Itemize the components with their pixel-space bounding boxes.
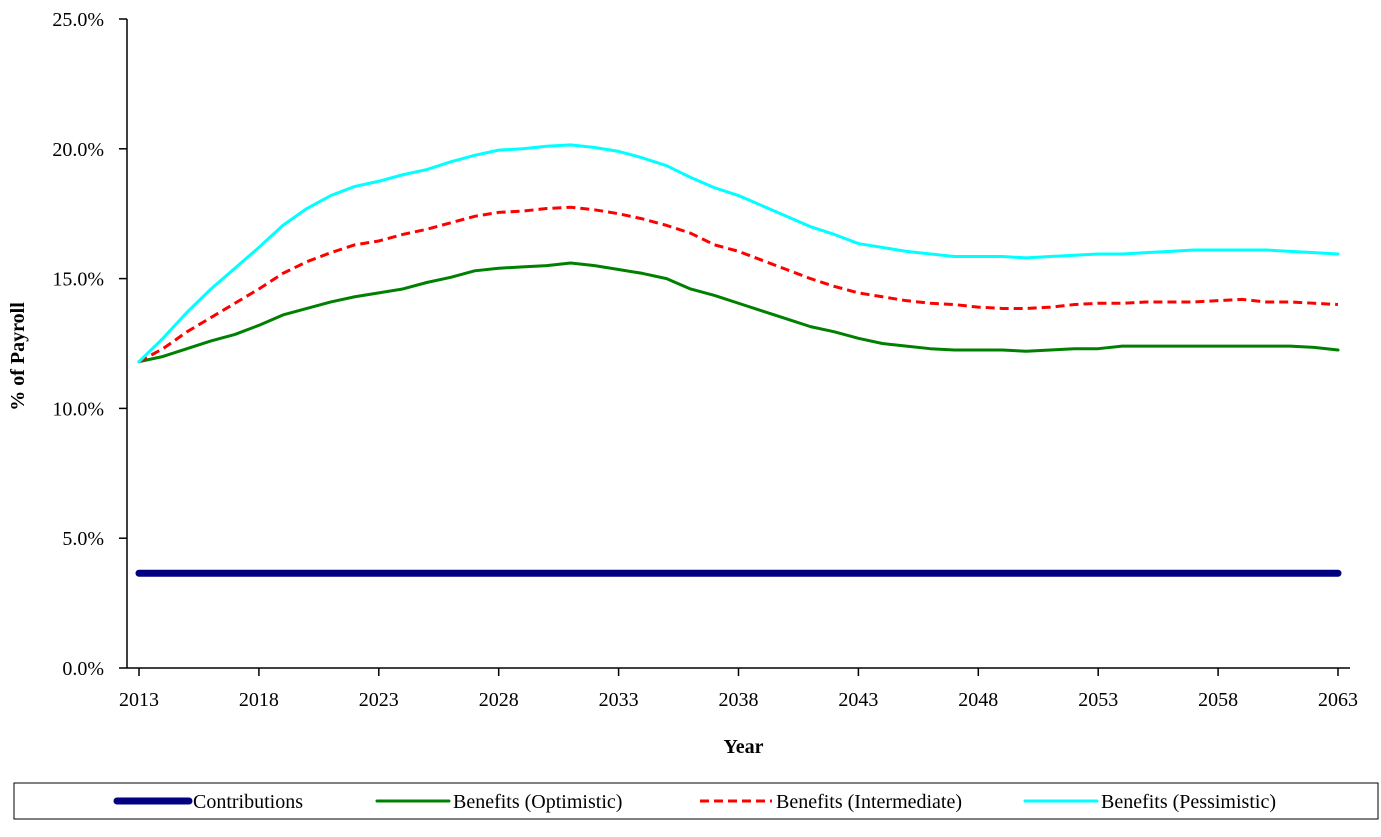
- series-layer: [135, 143, 1342, 577]
- legend-label: Benefits (Optimistic): [453, 791, 622, 813]
- series-line-benefits-intermediate: [138, 205, 1339, 363]
- x-tick-label: 2023: [359, 689, 399, 711]
- x-tick-label: 2033: [599, 689, 639, 711]
- legend-label: Contributions: [193, 791, 303, 813]
- x-tick-label: 2028: [479, 689, 519, 711]
- legend-entry: Benefits (Intermediate): [700, 791, 962, 813]
- x-axis-title: Year: [724, 736, 764, 758]
- x-tick-label: 2063: [1318, 689, 1358, 711]
- legend-entry: Benefits (Optimistic): [375, 791, 622, 813]
- series-line-benefits-optimistic: [137, 261, 1340, 364]
- y-tick-label: 15.0%: [52, 269, 104, 291]
- y-tick-label: 20.0%: [52, 139, 104, 161]
- y-tick-label: 0.0%: [62, 658, 104, 680]
- x-tick-label: 2038: [719, 689, 759, 711]
- y-tick-label: 25.0%: [52, 9, 104, 31]
- y-tick-label: 10.0%: [52, 398, 104, 420]
- legend-entry: Benefits (Pessimistic): [1023, 791, 1276, 813]
- x-tick-label: 2048: [958, 689, 998, 711]
- legend-box: [13, 782, 1379, 820]
- x-tick-label: 2013: [119, 689, 159, 711]
- legend-label: Benefits (Pessimistic): [1101, 791, 1276, 813]
- x-tick-label: 2053: [1078, 689, 1118, 711]
- y-axis-ticks: 0.0% 5.0% 10.0% 15.0% 20.0% 25.0%: [52, 9, 127, 680]
- y-tick-label: 5.0%: [62, 528, 104, 550]
- x-tick-label: 2043: [838, 689, 878, 711]
- series-line-benefits-pessimistic: [137, 143, 1340, 364]
- legend-entry: Contributions: [113, 791, 303, 813]
- x-tick-label: 2058: [1198, 689, 1238, 711]
- legend-label: Benefits (Intermediate): [776, 791, 962, 813]
- x-axis-ticks: 2013 2018 2023 2028 2033 2038 2043 2048 2053 2058…: [119, 668, 1358, 711]
- y-axis-title: % of Payroll: [7, 302, 29, 411]
- legend: Contributions Benefits (Optimistic) Benefi…: [13, 782, 1379, 820]
- x-tick-label: 2018: [239, 689, 279, 711]
